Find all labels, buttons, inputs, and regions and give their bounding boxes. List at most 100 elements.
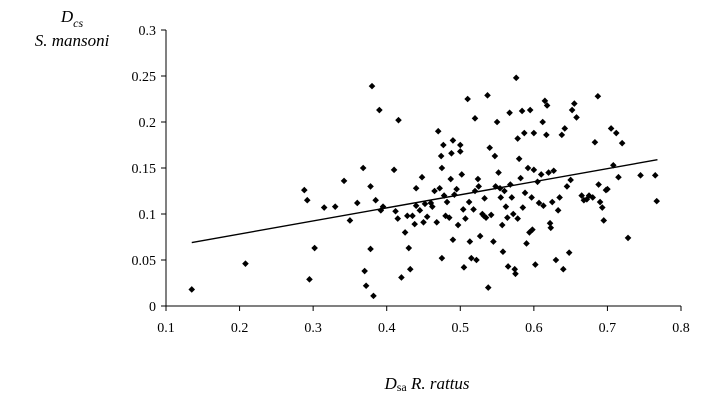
data-point <box>421 200 429 208</box>
data-point <box>532 261 539 268</box>
data-point <box>520 129 528 137</box>
y-tick-label: 0.15 <box>132 162 157 177</box>
data-points <box>188 74 661 300</box>
data-point <box>523 240 530 247</box>
data-point <box>466 238 474 245</box>
x-tick-label: 0.3 <box>304 321 322 336</box>
data-point <box>492 183 499 190</box>
data-point <box>405 244 413 252</box>
data-point <box>541 97 549 105</box>
data-point <box>537 171 545 178</box>
data-point <box>512 270 519 278</box>
data-point <box>552 256 560 264</box>
data-point <box>482 214 490 221</box>
data-point <box>526 229 533 236</box>
data-point <box>449 236 457 244</box>
x-tick-label: 0.8 <box>672 321 690 336</box>
x-tick-label: 0.6 <box>525 321 543 336</box>
data-point <box>473 256 480 264</box>
data-point <box>434 127 442 135</box>
data-point <box>311 244 318 252</box>
data-point <box>301 186 308 194</box>
y-tick-label: 0 <box>149 300 156 315</box>
data-point <box>418 173 426 181</box>
data-point <box>362 282 370 290</box>
data-point <box>476 232 484 240</box>
data-point <box>242 260 249 267</box>
y-axis-label-variable: Dcs <box>60 7 84 30</box>
data-point <box>607 125 615 132</box>
data-point <box>437 152 445 160</box>
data-point <box>395 116 402 124</box>
data-point <box>433 218 441 226</box>
data-point <box>471 187 479 195</box>
data-point <box>188 286 196 293</box>
data-point <box>504 214 511 221</box>
data-point <box>411 220 418 228</box>
data-point <box>465 198 473 206</box>
y-tick-label: 0.3 <box>139 24 157 39</box>
data-point <box>438 164 446 172</box>
x-axis-label-symbol: D <box>383 374 397 393</box>
x-tick-label: 0.2 <box>231 321 249 336</box>
data-point <box>512 74 520 82</box>
data-point <box>571 100 578 107</box>
data-point <box>394 215 402 222</box>
data-point <box>529 226 536 233</box>
data-point <box>353 199 361 207</box>
data-point <box>447 175 455 183</box>
data-point <box>539 118 546 126</box>
data-point <box>618 139 626 147</box>
data-point <box>651 172 659 179</box>
data-point <box>436 184 443 192</box>
data-point <box>543 131 550 139</box>
data-point <box>440 141 447 149</box>
data-point <box>367 245 374 253</box>
data-point <box>451 191 458 198</box>
data-point <box>598 204 606 211</box>
tick-labels: 0 0.05 0.1 0.15 0.2 0.25 0.3 0.1 0.2 0.3 0.4 0.5 0.6… <box>132 24 690 336</box>
data-point <box>458 171 466 178</box>
data-point <box>423 213 431 221</box>
data-point <box>535 199 543 207</box>
trendline-group <box>191 159 658 244</box>
data-point <box>556 194 563 201</box>
data-point <box>514 135 521 142</box>
data-point <box>392 207 399 215</box>
data-point <box>514 215 521 222</box>
data-point <box>653 197 661 205</box>
data-point <box>511 265 519 273</box>
data-point <box>367 183 374 190</box>
data-point <box>443 198 451 206</box>
data-point <box>612 129 620 137</box>
y-tick-label: 0.2 <box>139 116 157 131</box>
data-point <box>361 267 368 275</box>
data-point <box>379 203 387 210</box>
data-point <box>547 224 555 232</box>
data-point <box>578 192 585 199</box>
data-point <box>474 175 482 183</box>
data-point <box>487 211 495 219</box>
data-point <box>502 203 510 210</box>
data-point <box>508 194 516 201</box>
data-point <box>624 234 632 242</box>
data-point <box>521 189 529 197</box>
data-point <box>303 196 311 204</box>
data-point <box>561 125 569 132</box>
data-point <box>464 95 471 103</box>
data-point <box>565 249 573 256</box>
data-point <box>524 164 532 172</box>
data-point <box>498 221 506 229</box>
data-point <box>604 185 611 193</box>
data-point <box>548 198 556 206</box>
data-point <box>596 198 604 206</box>
data-point <box>456 141 464 149</box>
data-point <box>600 217 608 224</box>
data-point <box>530 166 538 174</box>
y-axis-label-symbol: D <box>60 7 74 26</box>
data-point <box>637 172 644 179</box>
data-point <box>506 109 513 117</box>
data-point <box>445 214 453 221</box>
